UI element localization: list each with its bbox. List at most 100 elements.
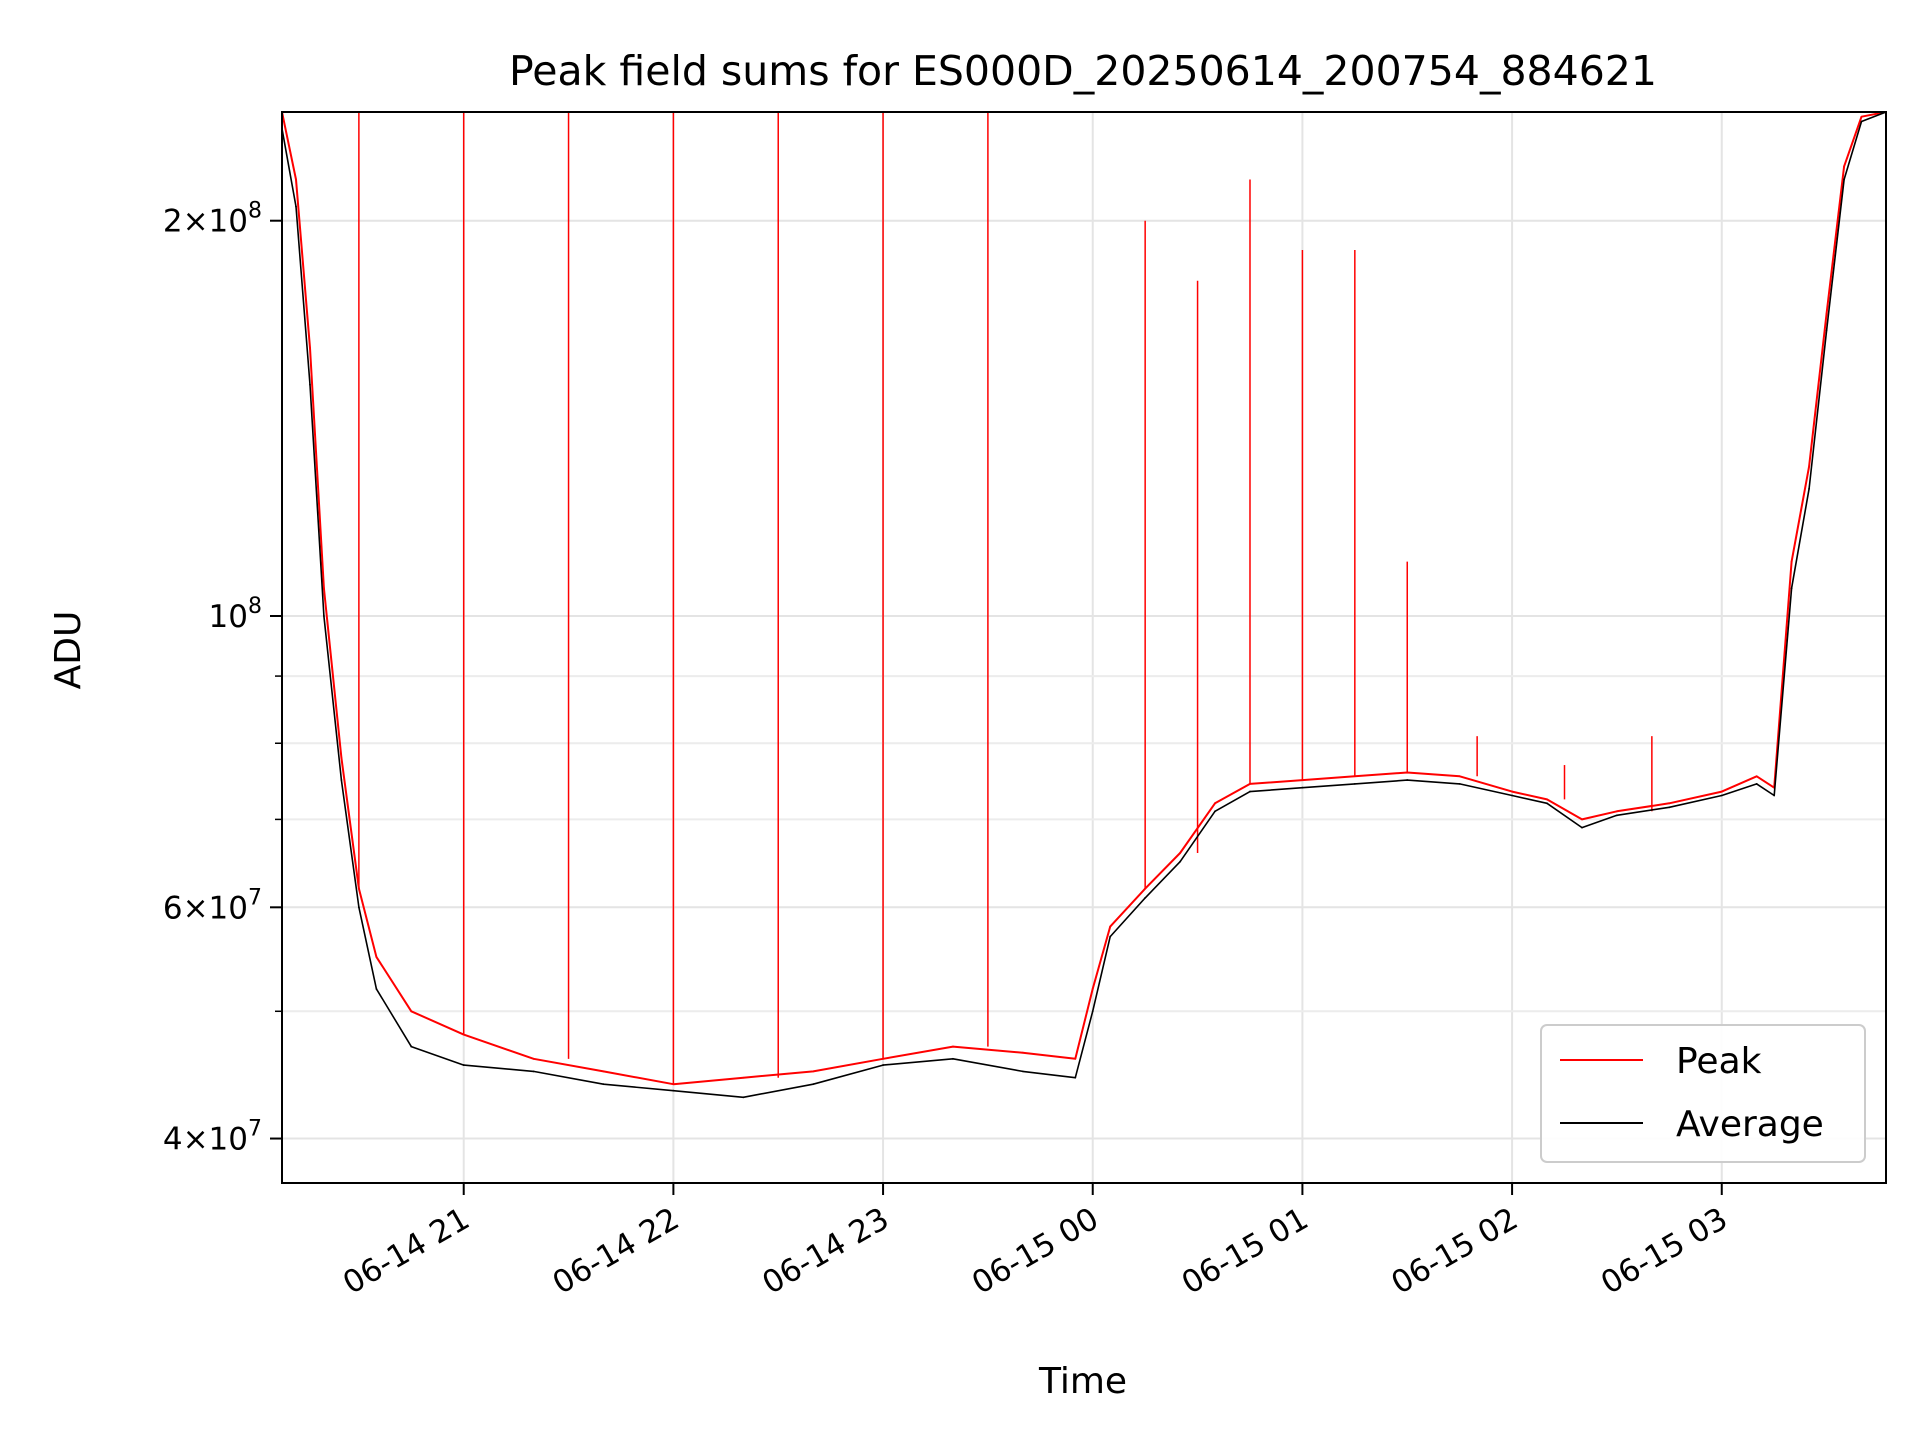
data-point-peak	[1091, 988, 1094, 990]
y-tick-ten: 10	[209, 599, 248, 635]
series-line-average	[282, 112, 1886, 1099]
y-tick-label: 4×107	[163, 1117, 262, 1158]
data-point-average	[1021, 1070, 1024, 1073]
data-point-average	[1179, 860, 1182, 863]
data-point-average	[882, 1064, 884, 1066]
x-axis-label: Time	[1038, 1361, 1127, 1402]
data-point-peak	[410, 1010, 413, 1013]
series-average	[282, 112, 1886, 1099]
data-point-average	[1353, 782, 1356, 785]
y-tick-exponent: 8	[248, 594, 262, 619]
data-point-average	[1773, 794, 1776, 797]
data-point-average	[602, 1083, 605, 1086]
data-point-peak	[1668, 802, 1671, 805]
series-layer	[282, 112, 1886, 1099]
data-point-average	[295, 205, 297, 208]
legend-label-average: Average	[1676, 1104, 1824, 1145]
y-tick-label: 2×108	[163, 199, 262, 240]
data-point-peak	[742, 1076, 745, 1079]
data-point-peak	[1860, 115, 1863, 118]
y-tick-base: 6	[163, 890, 183, 926]
data-point-peak	[1616, 810, 1618, 813]
legend-label-peak: Peak	[1676, 1041, 1762, 1082]
data-point-peak	[1546, 798, 1548, 801]
data-point-peak	[952, 1045, 954, 1048]
data-point-average	[340, 779, 343, 781]
y-tick-base: 2	[163, 204, 183, 240]
data-point-average	[1616, 814, 1618, 817]
data-point-peak	[323, 587, 325, 590]
data-point-average	[357, 906, 360, 909]
data-point-peak	[1074, 1057, 1077, 1060]
data-point-average	[1808, 487, 1811, 490]
data-point-peak	[1511, 790, 1513, 793]
legend: Peak Average	[1540, 1024, 1866, 1163]
data-point-peak	[1109, 925, 1112, 928]
data-point-peak	[1790, 560, 1793, 563]
y-tick-exponent: 8	[248, 199, 262, 224]
data-point-peak	[295, 178, 297, 181]
data-point-average	[1214, 810, 1216, 813]
series-clip-group	[282, 112, 1886, 1099]
data-point-average	[1825, 329, 1828, 332]
data-point-average	[309, 383, 311, 386]
data-point-peak	[1179, 852, 1182, 854]
data-point-peak	[1755, 775, 1758, 778]
data-point-average	[1109, 935, 1112, 938]
y-tick-times: ×10	[183, 1122, 248, 1158]
data-point-peak	[1458, 775, 1461, 778]
data-point-average	[1668, 806, 1671, 809]
data-point-average	[1511, 794, 1513, 797]
series-peak	[282, 112, 1886, 1086]
data-point-average	[532, 1070, 535, 1073]
plot-frame	[281, 111, 1887, 1184]
data-point-average	[1546, 802, 1548, 805]
data-point-peak	[602, 1070, 605, 1073]
data-point-peak	[1021, 1051, 1024, 1054]
data-point-average	[1458, 782, 1461, 785]
data-point-peak	[1808, 465, 1811, 468]
data-point-average	[952, 1057, 954, 1060]
data-point-peak	[375, 956, 378, 958]
data-point-average	[323, 615, 325, 617]
data-point-average	[672, 1089, 675, 1092]
data-point-average	[812, 1083, 815, 1086]
data-point-average	[1144, 896, 1147, 899]
data-point-peak	[812, 1070, 815, 1073]
data-point-average	[375, 988, 378, 990]
data-point-average	[1720, 794, 1723, 797]
data-point-average	[462, 1064, 465, 1066]
data-point-average	[1755, 782, 1758, 785]
data-point-average	[742, 1096, 745, 1099]
y-tick-label: 108	[209, 594, 262, 635]
data-point-peak	[1214, 802, 1216, 805]
data-point-average	[410, 1045, 413, 1048]
data-point-average	[1406, 779, 1409, 781]
y-tick-exponent: 7	[248, 1117, 262, 1142]
y-tick-exponent: 7	[248, 885, 262, 910]
data-point-average	[1843, 178, 1845, 181]
y-tick-base: 4	[163, 1122, 183, 1158]
data-point-average	[1249, 790, 1251, 793]
data-point-peak	[532, 1057, 535, 1060]
data-point-average	[1581, 826, 1583, 829]
data-point-peak	[1720, 790, 1723, 793]
y-tick-label: 6×107	[163, 885, 262, 926]
data-point-peak	[1581, 818, 1583, 821]
data-point-peak	[1825, 312, 1828, 315]
data-point-peak	[340, 756, 343, 759]
data-point-peak	[309, 347, 311, 349]
data-point-average	[1860, 120, 1863, 123]
y-axis-label: ADU	[48, 611, 89, 690]
data-point-average	[1301, 786, 1304, 789]
y-tick-times: ×10	[183, 204, 248, 240]
data-point-peak	[1843, 165, 1845, 168]
data-point-average	[1790, 587, 1793, 590]
chart-title: Peak field sums for ES000D_20250614_2007…	[509, 47, 1657, 95]
data-point-average	[1074, 1076, 1077, 1079]
y-tick-times: ×10	[183, 890, 248, 926]
data-point-average	[1091, 1010, 1094, 1013]
